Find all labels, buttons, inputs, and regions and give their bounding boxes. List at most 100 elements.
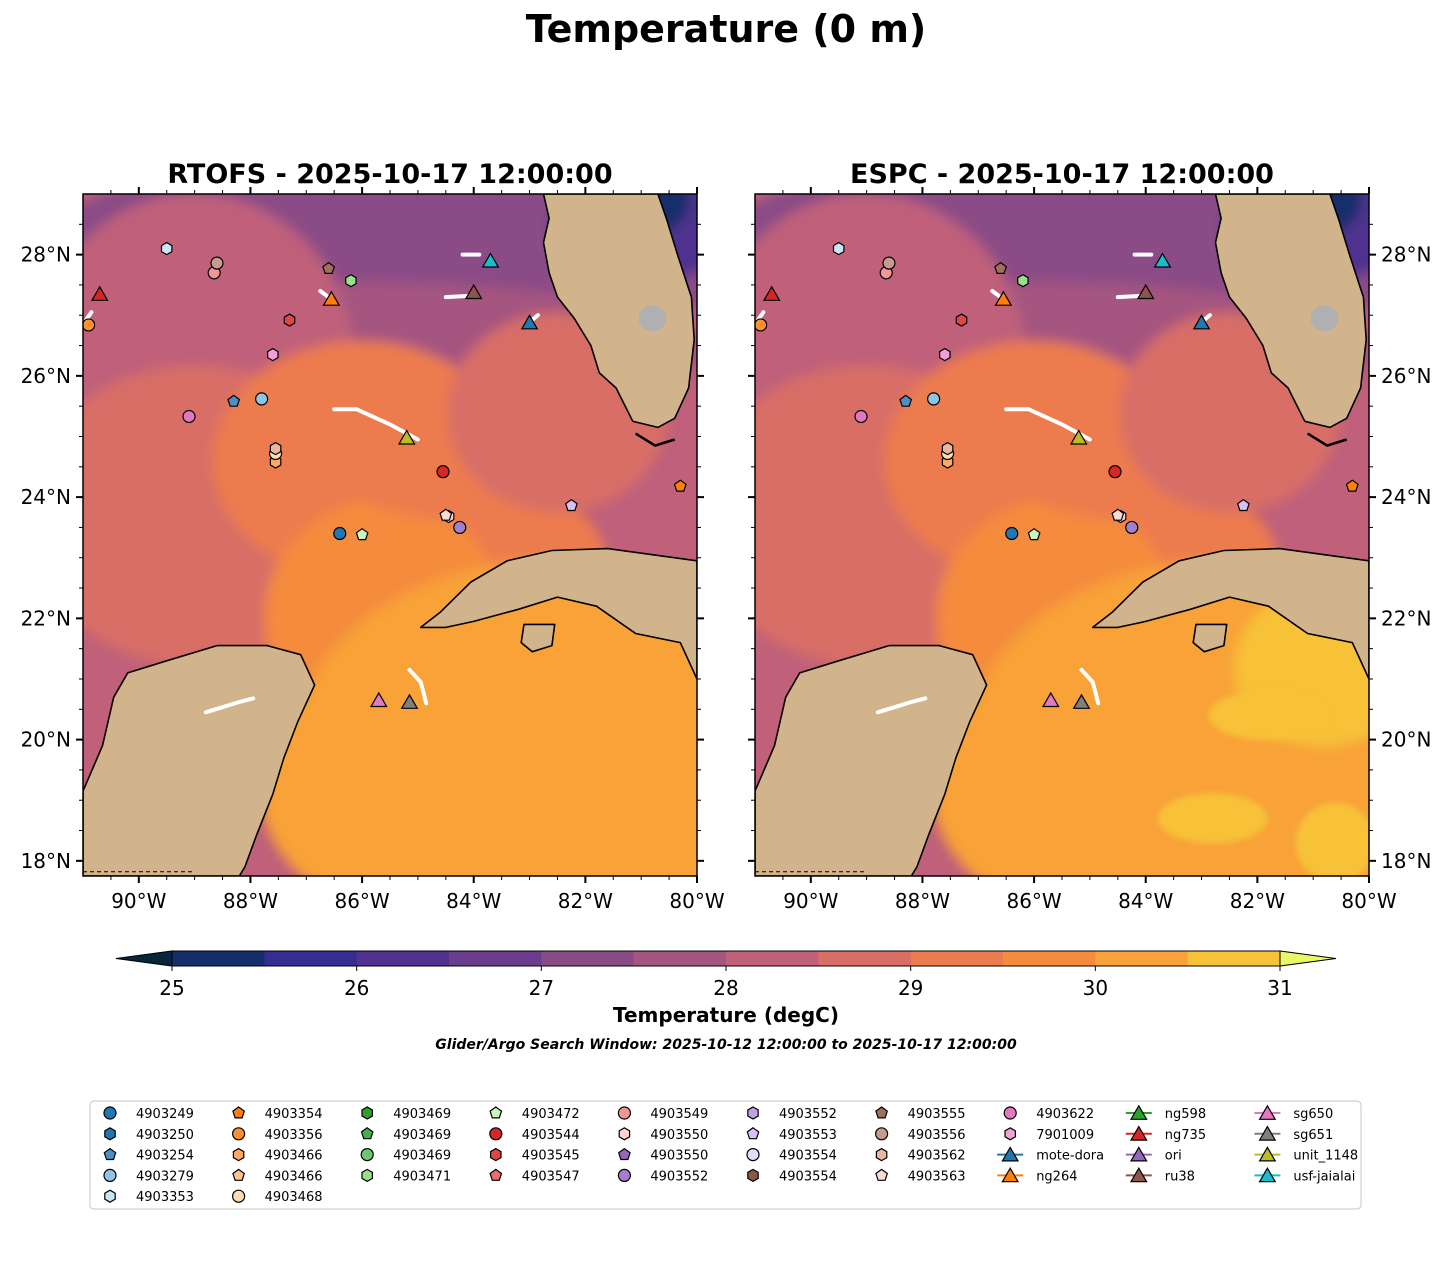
legend-label: 4903556: [908, 1128, 966, 1143]
land-isla-juventud: [1192, 623, 1228, 653]
legend-entry: 4903466: [232, 1168, 323, 1184]
colorbar-bin: [1095, 951, 1189, 966]
marker-4903354: [673, 479, 687, 492]
lon-tick-label: 82°W: [1230, 889, 1285, 913]
marker-sg650: [369, 691, 388, 708]
marker-4903555: [994, 261, 1008, 275]
lake-okeechobee: [638, 305, 667, 332]
marker-4903254: [103, 1147, 117, 1161]
marker-4903249: [103, 1106, 117, 1120]
platform-markers: [83, 241, 687, 709]
lat-tick-label: 26°N: [1381, 364, 1431, 388]
colorbar-bin: [633, 951, 727, 966]
marker-4903555: [875, 1106, 889, 1119]
legend-label: 4903550: [650, 1149, 708, 1164]
marker-4903562: [875, 1147, 888, 1162]
legend-label: 4903554: [779, 1149, 837, 1164]
lat-tick-label: 22°N: [1381, 606, 1431, 630]
colorbar-tick-label: 27: [529, 976, 554, 1000]
legend-label: 4903469: [393, 1128, 451, 1143]
marker-4903552: [453, 520, 467, 535]
marker-4903354: [232, 1106, 246, 1119]
marker-4903472: [489, 1106, 503, 1119]
marker-4903556: [882, 256, 896, 270]
figure-title: Temperature (0 m): [526, 7, 927, 51]
marker-4903554: [747, 1168, 759, 1183]
legend-label: mote-dora: [1036, 1149, 1104, 1164]
legend-entry: 4903622: [1003, 1106, 1094, 1122]
lon-tick-label: 84°W: [1118, 889, 1173, 913]
legend-label: 4903549: [650, 1107, 708, 1122]
legend-label: 4903563: [908, 1169, 966, 1184]
land-yucatan: [755, 644, 988, 876]
marker-ng735: [1129, 1125, 1148, 1141]
lat-tick-label: 22°N: [21, 606, 71, 630]
marker-4903353: [160, 241, 173, 256]
legend-label: 4903254: [136, 1149, 194, 1164]
colorbar-tick-label: 29: [898, 976, 923, 1000]
marker-4903545: [490, 1147, 502, 1162]
sst-region: [260, 668, 520, 876]
marker-4903356: [755, 318, 768, 332]
legend-label: 4903562: [908, 1149, 966, 1164]
legend-label: usf-jaialai: [1293, 1169, 1355, 1184]
legend-entry: 4903553: [746, 1127, 837, 1143]
legend-label: 4903356: [265, 1128, 323, 1143]
glider-track: [1079, 667, 1101, 706]
marker-4903547: [489, 1168, 503, 1181]
marker-mote-dora: [1192, 314, 1211, 330]
legend-entry: ori: [1125, 1146, 1182, 1164]
marker-ng264: [1001, 1167, 1020, 1183]
lat-tick-label: 18°N: [21, 849, 71, 873]
marker-4903544: [1108, 465, 1122, 479]
marker-7901009: [1004, 1127, 1017, 1141]
marker-4903563: [875, 1168, 889, 1181]
lon-tick-label: 86°W: [334, 889, 389, 913]
marker-4903469: [361, 1106, 373, 1120]
marker-sg651: [1258, 1125, 1277, 1141]
legend-entry: 4903549: [617, 1106, 708, 1122]
lon-tick-label: 90°W: [783, 889, 838, 913]
lon-tick-label: 88°W: [223, 889, 278, 913]
marker-4903249: [1005, 526, 1019, 541]
marker-4903553: [1236, 498, 1250, 512]
marker-4903556: [874, 1127, 889, 1141]
florida-keys: [1306, 432, 1348, 447]
marker-4903622: [854, 409, 868, 424]
marker-sg651: [1072, 693, 1091, 709]
marker-4903563: [439, 508, 453, 521]
glider-track: [1004, 407, 1092, 442]
legend-entry: 4903550: [617, 1147, 708, 1164]
marker-4903250: [104, 1127, 116, 1141]
legend-entry: 4903545: [490, 1147, 580, 1164]
marker-usf-jaialai: [481, 252, 500, 268]
marker-4903545: [955, 313, 968, 327]
glider-track: [318, 289, 331, 300]
marker-4903356: [83, 318, 96, 332]
lon-tick-label: 84°W: [446, 889, 501, 913]
legend-label: ng735: [1165, 1128, 1206, 1143]
legend-entry: 4903353: [104, 1189, 194, 1205]
marker-4903622: [182, 409, 196, 424]
legend-label: 4903471: [393, 1169, 451, 1184]
marker-4903552: [617, 1168, 632, 1183]
lon-tick-label: 80°W: [1341, 889, 1396, 913]
marker-4903550: [618, 1127, 631, 1141]
legend-label: 4903554: [779, 1169, 837, 1184]
legend-label: ng264: [1036, 1169, 1077, 1184]
legend-entry: 4903466: [232, 1147, 323, 1164]
sst-region: [1295, 802, 1369, 876]
legend-entry: 4903249: [103, 1106, 194, 1122]
legend-label: unit_1148: [1293, 1149, 1358, 1164]
legend-entry: 4903556: [874, 1127, 966, 1143]
legend-entry: ng735: [1125, 1125, 1206, 1143]
marker-4903466: [232, 1168, 246, 1181]
colorbar-tick-label: 28: [713, 976, 738, 1000]
lon-tick-label: 82°W: [558, 889, 613, 913]
marker-4903544: [436, 465, 450, 479]
marker-4903552: [747, 1106, 759, 1120]
marker-4903544: [489, 1127, 503, 1141]
legend-label: 4903550: [650, 1128, 708, 1143]
marker-ng735: [90, 285, 109, 301]
marker-usf-jaialai: [1153, 252, 1172, 268]
